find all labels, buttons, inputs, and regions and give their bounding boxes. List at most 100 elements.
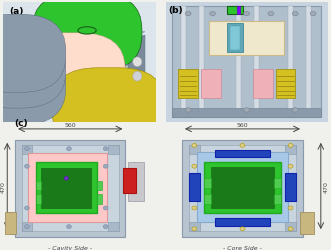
- Bar: [22, 222, 32, 231]
- Text: 470: 470: [324, 180, 329, 192]
- Bar: [306, 7, 311, 118]
- Circle shape: [28, 92, 33, 96]
- Bar: [215, 218, 270, 226]
- Bar: [300, 212, 314, 234]
- Circle shape: [24, 206, 29, 210]
- Circle shape: [103, 206, 108, 210]
- Circle shape: [292, 12, 298, 17]
- FancyBboxPatch shape: [52, 68, 165, 148]
- Text: (b): (b): [169, 6, 183, 15]
- Polygon shape: [16, 41, 128, 104]
- Bar: [274, 194, 281, 204]
- Circle shape: [288, 144, 293, 148]
- Circle shape: [244, 108, 250, 113]
- Bar: [204, 162, 281, 214]
- Bar: [285, 173, 296, 202]
- Bar: [108, 146, 119, 154]
- Bar: [172, 108, 321, 118]
- FancyBboxPatch shape: [32, 0, 142, 72]
- Circle shape: [292, 108, 298, 113]
- Circle shape: [24, 147, 29, 151]
- Bar: [230, 26, 240, 50]
- Circle shape: [192, 206, 197, 210]
- Bar: [36, 181, 41, 190]
- Bar: [199, 7, 204, 118]
- Bar: [227, 7, 243, 14]
- Circle shape: [103, 147, 108, 151]
- Bar: [189, 146, 200, 154]
- Bar: [211, 168, 274, 208]
- Text: (c): (c): [14, 118, 27, 127]
- Circle shape: [24, 225, 29, 229]
- Circle shape: [288, 227, 293, 231]
- FancyBboxPatch shape: [0, 48, 66, 126]
- Bar: [204, 194, 211, 204]
- Bar: [97, 194, 102, 204]
- Circle shape: [268, 12, 274, 17]
- Bar: [254, 7, 259, 118]
- Bar: [108, 222, 119, 231]
- Bar: [227, 24, 243, 53]
- Bar: [97, 181, 102, 190]
- Bar: [189, 222, 200, 231]
- Bar: [182, 140, 303, 236]
- FancyBboxPatch shape: [0, 48, 17, 60]
- Bar: [204, 178, 211, 188]
- Polygon shape: [16, 32, 145, 41]
- Bar: [285, 222, 296, 231]
- Bar: [36, 162, 97, 214]
- Circle shape: [103, 164, 108, 168]
- Circle shape: [67, 147, 71, 151]
- FancyBboxPatch shape: [0, 64, 17, 76]
- Bar: [209, 22, 284, 55]
- Bar: [197, 152, 288, 222]
- Bar: [189, 146, 296, 231]
- Circle shape: [240, 227, 245, 231]
- FancyBboxPatch shape: [0, 15, 66, 93]
- Circle shape: [288, 206, 293, 210]
- Circle shape: [185, 108, 191, 113]
- Bar: [181, 7, 186, 118]
- Bar: [128, 162, 144, 202]
- Text: - Core Side -: - Core Side -: [223, 245, 262, 250]
- Circle shape: [28, 46, 33, 50]
- Circle shape: [110, 46, 116, 50]
- Circle shape: [103, 225, 108, 229]
- FancyBboxPatch shape: [0, 31, 66, 109]
- Bar: [123, 169, 136, 193]
- Bar: [178, 70, 198, 98]
- Circle shape: [310, 12, 316, 17]
- Ellipse shape: [133, 58, 142, 67]
- Ellipse shape: [78, 28, 96, 35]
- Circle shape: [64, 177, 69, 180]
- Circle shape: [192, 227, 197, 231]
- Polygon shape: [16, 104, 145, 114]
- FancyBboxPatch shape: [0, 34, 98, 118]
- Bar: [36, 194, 41, 204]
- Bar: [274, 178, 281, 188]
- Text: (a): (a): [9, 7, 24, 16]
- Bar: [285, 146, 296, 154]
- Bar: [28, 154, 107, 222]
- Bar: [236, 7, 241, 118]
- Polygon shape: [16, 32, 34, 104]
- Text: 560: 560: [237, 122, 248, 127]
- Ellipse shape: [133, 72, 142, 82]
- Circle shape: [244, 12, 250, 17]
- Circle shape: [110, 92, 116, 96]
- Bar: [288, 7, 293, 118]
- Bar: [22, 146, 119, 231]
- Circle shape: [67, 225, 71, 229]
- Bar: [276, 70, 295, 98]
- FancyBboxPatch shape: [19, 34, 125, 118]
- Polygon shape: [128, 36, 145, 104]
- Bar: [253, 70, 272, 98]
- Circle shape: [288, 164, 293, 168]
- Circle shape: [185, 12, 191, 17]
- Text: 470: 470: [1, 180, 6, 192]
- Circle shape: [89, 46, 94, 50]
- Bar: [201, 70, 221, 98]
- Bar: [22, 146, 32, 154]
- Bar: [41, 169, 91, 208]
- Bar: [15, 140, 125, 236]
